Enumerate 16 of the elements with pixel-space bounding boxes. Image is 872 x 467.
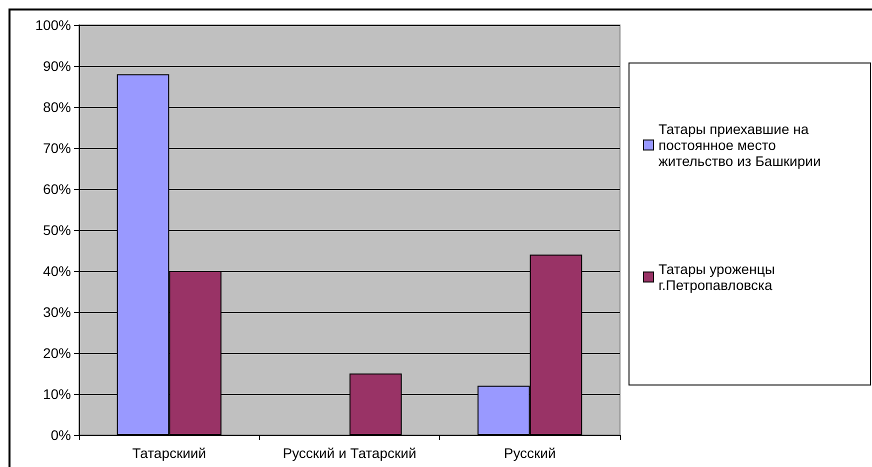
legend-label: Татары уроженцы г.Петропавловска (658, 261, 775, 293)
y-tick-label: 30% (42, 304, 71, 320)
y-tick-label: 50% (42, 222, 71, 238)
y-tick-label: 70% (42, 140, 71, 156)
y-tick-label: 0% (50, 427, 71, 443)
y-tick-label: 10% (42, 386, 71, 402)
y-tick-label: 60% (42, 181, 71, 197)
legend-label: Татары приехавшие на постоянное место жительство из Башкирии (658, 121, 821, 169)
y-tick-label: 80% (42, 99, 71, 115)
x-tick-label: Русский и Татарский (282, 445, 416, 461)
y-tick-label: 100% (35, 17, 71, 33)
y-tick-label: 40% (42, 263, 71, 279)
x-tick-label: Русский (504, 445, 556, 461)
y-tick-label: 90% (42, 58, 71, 74)
x-tick-label: Татарскиий (132, 445, 206, 461)
y-tick-label: 20% (42, 345, 71, 361)
